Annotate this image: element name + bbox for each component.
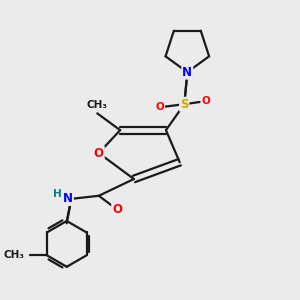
Text: H: H (53, 189, 62, 199)
Text: S: S (180, 98, 188, 111)
Text: O: O (94, 147, 104, 160)
Text: CH₃: CH₃ (87, 100, 108, 110)
Text: O: O (155, 102, 164, 112)
Text: CH₃: CH₃ (3, 250, 24, 260)
Text: N: N (182, 66, 192, 79)
Text: O: O (112, 203, 122, 216)
Text: O: O (201, 96, 210, 106)
Text: N: N (63, 192, 73, 205)
